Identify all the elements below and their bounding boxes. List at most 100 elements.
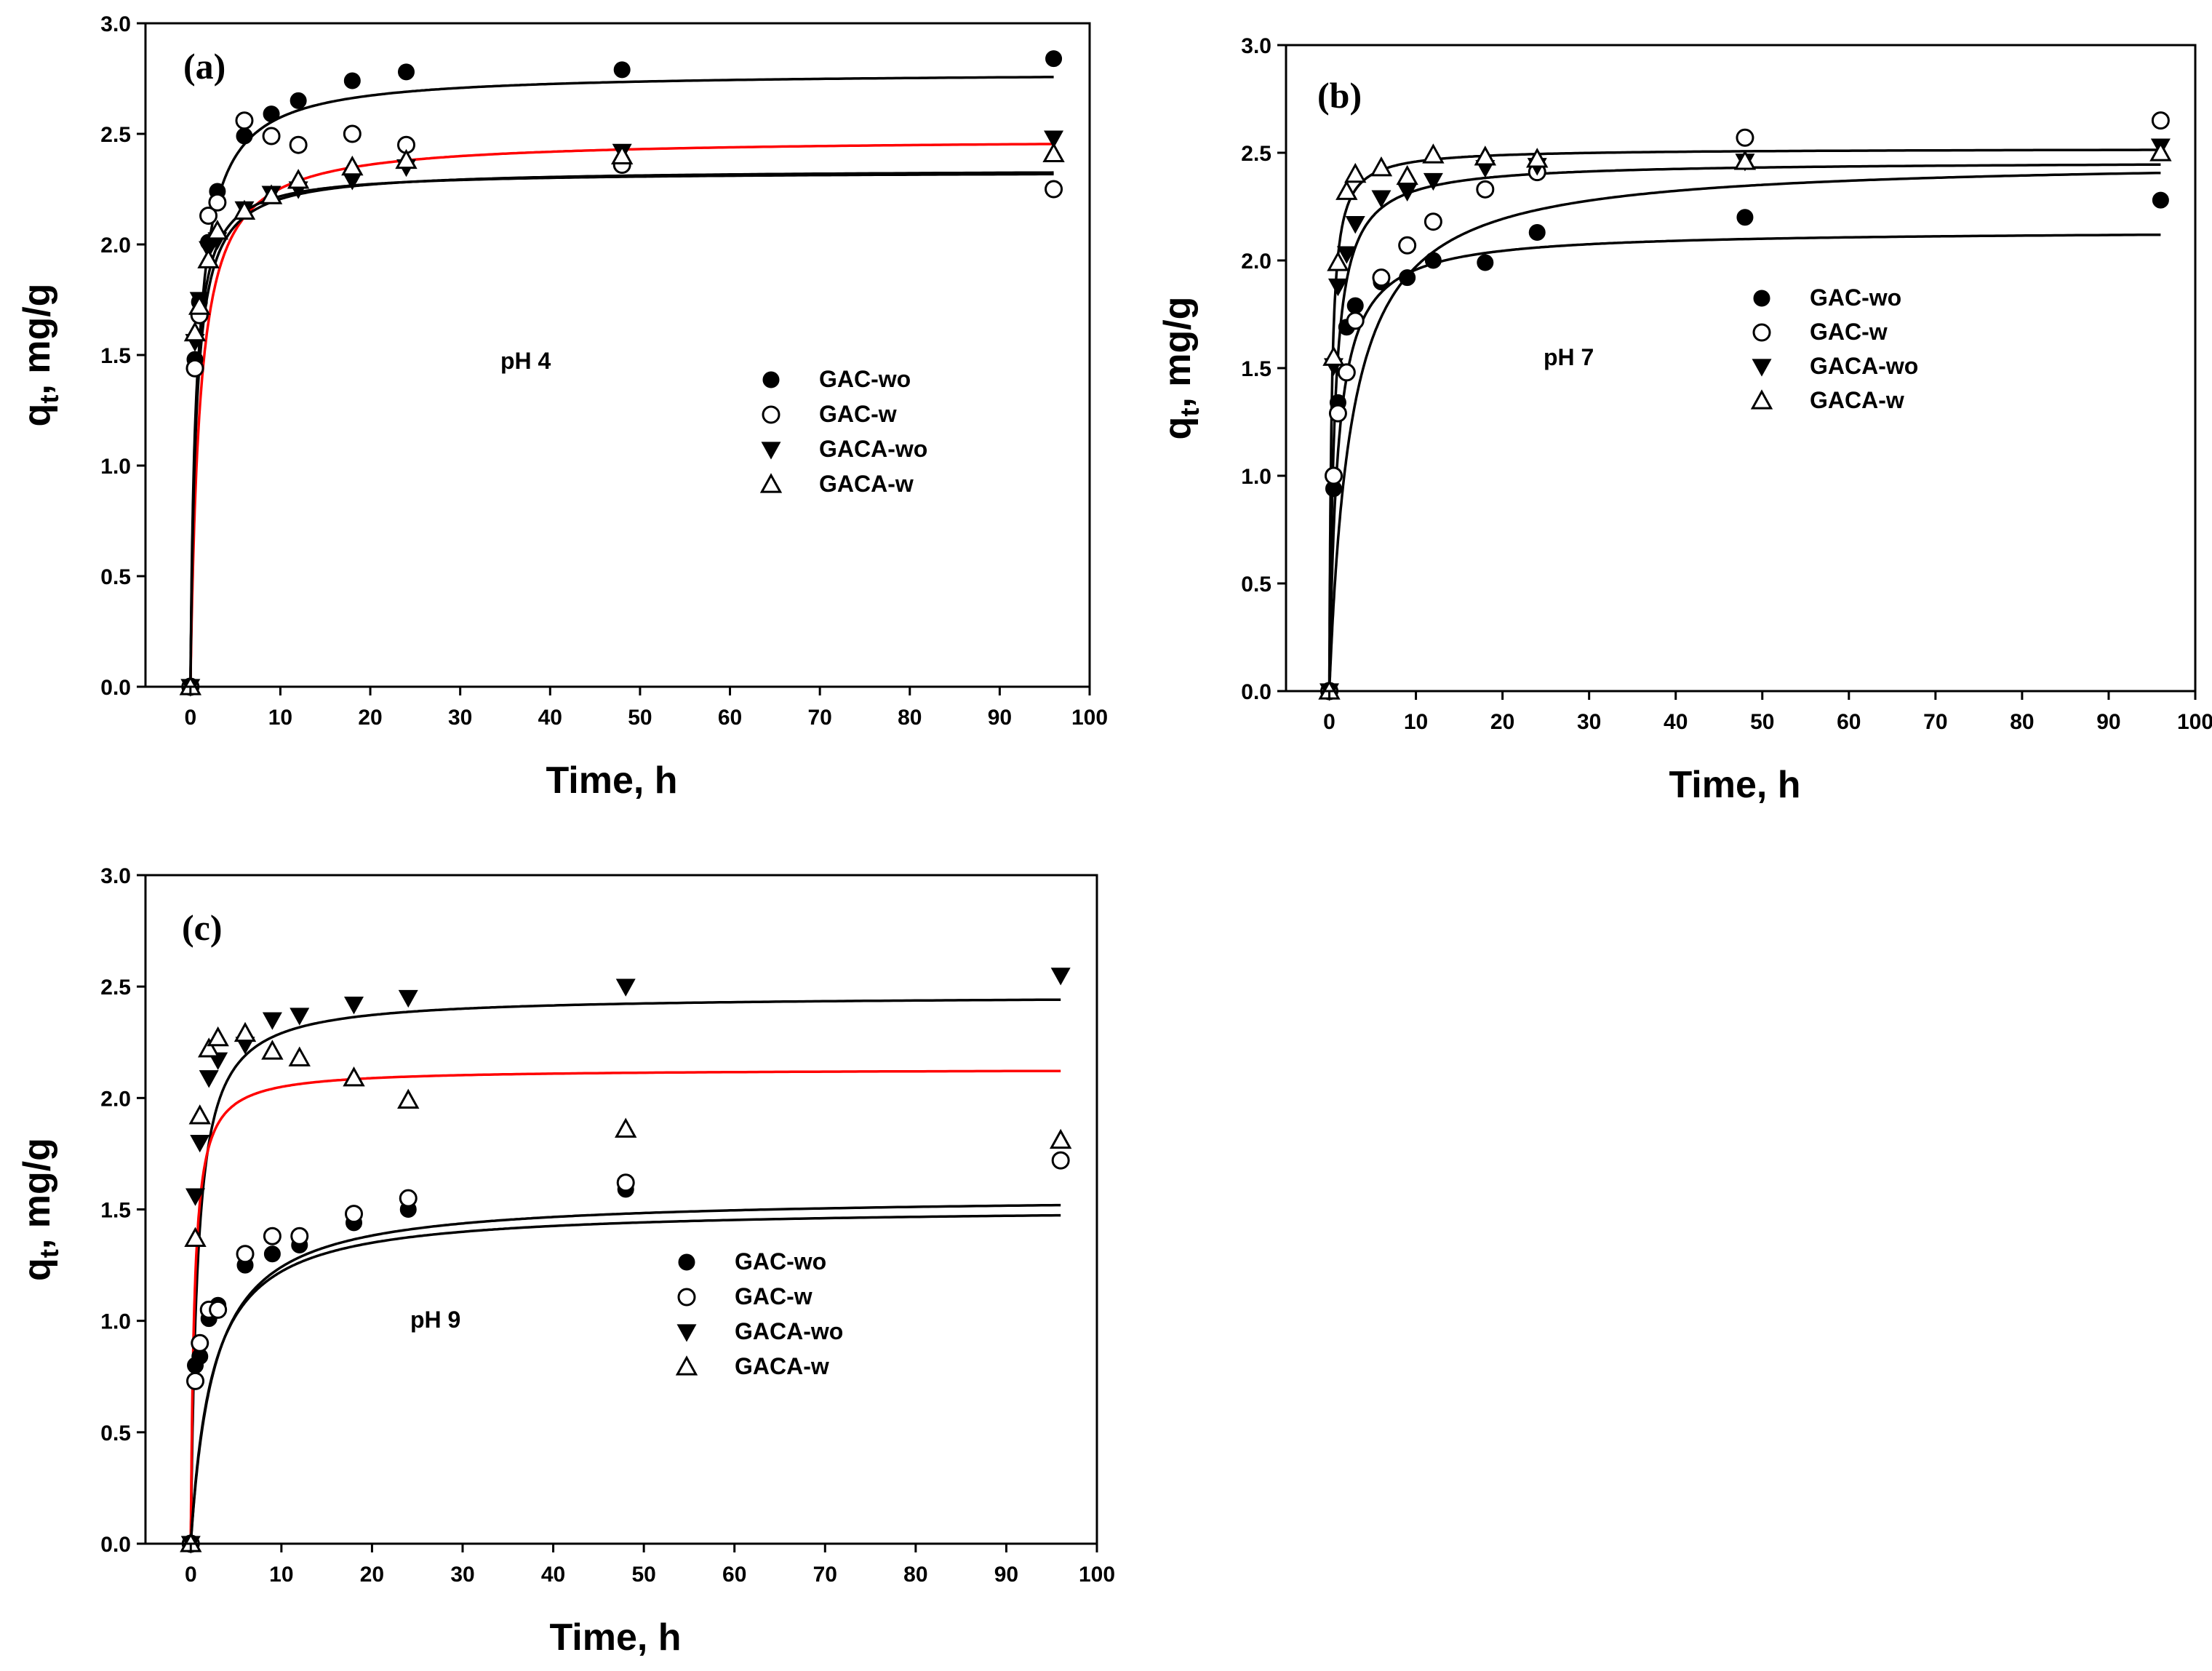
panel-b-point-gaca-wo xyxy=(1327,278,1348,297)
panel-c-x-tick-label: 10 xyxy=(269,1563,293,1587)
panel-a: 0 10 20 30 40 50 60 70 80 90 100 0.0 0.5 1.0 1.5 2.0 2.5… xyxy=(16,12,1108,802)
panel-b-y-tick-label: 2.5 xyxy=(1241,142,1271,166)
panel-a-y-tick-label: 1.5 xyxy=(100,344,131,368)
panel-a-point-gaca-w xyxy=(197,248,220,268)
panel-c-point-gac-w xyxy=(191,1333,209,1352)
panel-a-point-gaca-w xyxy=(1042,142,1065,162)
panel-c-label: (c) xyxy=(182,907,223,948)
panel-b-legend-label-gac-wo: GAC-wo xyxy=(1810,284,1901,311)
panel-c-point-gac-w xyxy=(263,1227,282,1245)
panel-a-point-gac-w xyxy=(289,135,308,154)
panel-a-x-axis-title: Time, h xyxy=(546,759,677,802)
panel-a-legend-marker-gac-wo xyxy=(762,371,780,388)
panel-a-y-axis-unit: , mg/g xyxy=(16,284,58,395)
panel-c-point-gaca-w xyxy=(288,1046,311,1066)
panel-b-y-tick-label: 0.0 xyxy=(1241,680,1271,704)
panel-c-x-tick-label: 20 xyxy=(360,1563,384,1587)
panel-a-x-tick-label: 20 xyxy=(358,706,382,730)
panel-a-point-gaca-wo xyxy=(1044,130,1064,148)
panel-c-point-gaca-wo xyxy=(185,1188,206,1206)
panel-b-point-gaca-w xyxy=(1526,148,1549,168)
panel-c-y-axis-sub: t xyxy=(34,1249,64,1258)
panel-b-y-tick-label: 1.5 xyxy=(1241,357,1271,381)
panel-b-point-gac-w xyxy=(1736,128,1754,147)
panel-a-x-tick-label: 90 xyxy=(988,706,1012,730)
panel-c-point-gaca-w xyxy=(233,1021,257,1042)
panel-b-point-gaca-w xyxy=(1344,162,1367,183)
panel-a-point-gaca-w xyxy=(233,199,256,220)
panel-c-y-tick-label: 2.0 xyxy=(100,1087,131,1111)
panel-b-x-axis-title: Time, h xyxy=(1669,764,1800,806)
panel-b-x-tick-label: 0 xyxy=(1323,710,1335,734)
panel-c-fit-curve xyxy=(189,1213,1061,1544)
panel-c-legend-label-gac-w: GAC-w xyxy=(735,1283,812,1309)
panel-c-legend: GAC-wo GAC-w GACA-wo GACA-w xyxy=(675,1248,843,1379)
panel-a-point-gaca-w xyxy=(188,295,211,315)
panel-b-points xyxy=(1318,111,2172,701)
panel-b-point-gac-w xyxy=(1324,466,1343,485)
panel-b-point-gaca-w xyxy=(2149,141,2172,161)
panel-c-point-gaca-wo xyxy=(190,1134,210,1153)
panel-b-point-gaca-wo xyxy=(1423,172,1443,191)
panel-b-x-tick-label: 70 xyxy=(1923,710,1947,734)
panel-c-point-gac-w xyxy=(399,1189,418,1208)
panel-c-y-tick-label: 1.5 xyxy=(100,1199,131,1223)
panel-c-y-tick-label: 2.5 xyxy=(100,976,131,1000)
panel-c-point-gaca-wo xyxy=(290,1008,310,1026)
panel-c-point-gaca-wo xyxy=(1050,968,1071,986)
panel-a-point-gac-w xyxy=(262,127,281,145)
panel-a-point-gaca-w xyxy=(260,184,283,204)
panel-c-point-gac-w xyxy=(290,1227,309,1245)
panel-a-y-tick-label: 1.0 xyxy=(100,455,131,479)
panel-b-legend-marker-gaca-w xyxy=(1750,389,1773,410)
panel-a-point-gac-w xyxy=(208,193,227,212)
panel-b-legend-marker-gac-wo xyxy=(1753,290,1770,307)
panel-c-ticks: 0 10 20 30 40 50 60 70 80 90 100 0.0 0.5 1.0 1.5 2.0 2.5… xyxy=(100,864,1115,1587)
panel-c-point-gaca-w xyxy=(188,1104,211,1125)
panel-b-point-gac-wo xyxy=(1424,252,1442,269)
panel-a-legend-marker-gaca-w xyxy=(759,473,783,493)
panel-a-point-gac-w xyxy=(199,206,218,225)
panel-c-x-tick-label: 60 xyxy=(722,1563,746,1587)
panel-b-y-axis-title: qt, mg/g xyxy=(1157,297,1205,440)
panel-c-legend-label-gaca-w: GACA-w xyxy=(735,1353,829,1379)
panel-c-point-gaca-w xyxy=(261,1040,284,1060)
panel-b-point-gaca-w xyxy=(1422,143,1445,164)
panel-b-x-tick-label: 30 xyxy=(1577,710,1601,734)
panel-c-legend-marker-gaca-wo xyxy=(676,1324,697,1342)
panel-b-fit-curve xyxy=(1327,171,2161,691)
panel-c-x-axis-title: Time, h xyxy=(549,1616,681,1659)
panel-c-x-tick-label: 90 xyxy=(994,1563,1018,1587)
panel-c-legend-marker-gac-w xyxy=(677,1288,696,1307)
panel-a-legend-label-gaca-wo: GACA-wo xyxy=(819,436,927,462)
panel-a-point-gaca-w xyxy=(395,148,418,170)
panel-a-point-gac-w xyxy=(235,111,254,130)
panel-c-point-gac-w xyxy=(345,1205,364,1224)
panel-b-point-gac-wo xyxy=(1477,254,1494,271)
panel-b-y-tick-label: 3.0 xyxy=(1241,34,1271,58)
panel-b-legend-label-gaca-wo: GACA-wo xyxy=(1810,353,1918,379)
panel-c-point-gaca-w xyxy=(1049,1128,1072,1149)
panel-b-x-tick-label: 100 xyxy=(2177,710,2212,734)
panel-b-point-gac-w xyxy=(1424,212,1442,231)
panel-c-point-gaca-w xyxy=(198,1037,220,1058)
panel-b-y-tick-label: 1.0 xyxy=(1241,465,1271,489)
panel-a-y-tick-label: 2.0 xyxy=(100,234,131,258)
panel-c-y-axis-unit: , mg/g xyxy=(16,1138,58,1249)
panel-a-ticks: 0 10 20 30 40 50 60 70 80 90 100 0.0 0.5 1.0 1.5 2.0 2.5… xyxy=(100,12,1108,730)
panel-a-legend-label-gac-wo: GAC-wo xyxy=(819,366,911,392)
panel-b-fit-curve xyxy=(1327,163,2161,691)
panel-a-legend-marker-gac-w xyxy=(762,405,780,424)
panel-b-y-axis-main: q xyxy=(1157,417,1199,440)
panel-b-x-tick-label: 40 xyxy=(1664,710,1688,734)
panel-b-x-tick-label: 20 xyxy=(1490,710,1514,734)
panel-c-y-axis-main: q xyxy=(16,1258,58,1281)
panel-c-x-tick-label: 40 xyxy=(541,1563,565,1587)
panel-c-y-tick-label: 1.0 xyxy=(100,1310,131,1334)
panel-c-fit-curve xyxy=(189,1069,1061,1544)
panel-b-point-gac-wo xyxy=(1399,269,1416,287)
panel-b-x-tick-label: 50 xyxy=(1750,710,1774,734)
panel-b-point-gaca-w xyxy=(1474,145,1497,166)
panel-b: 0 10 20 30 40 50 60 70 80 90 100 0.0 0.5 1.0 1.5 2.0 2.5… xyxy=(1157,34,2212,806)
panel-a-annotation: pH 4 xyxy=(500,348,551,374)
